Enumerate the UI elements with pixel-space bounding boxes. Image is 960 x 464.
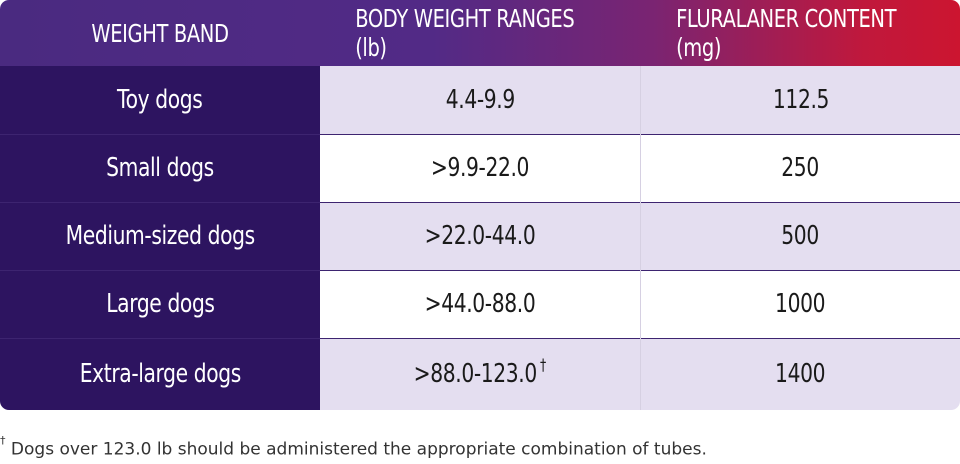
body-weight-range-cell: >88.0-123.0 † [320,338,640,410]
body-weight-range-cell: >44.0-88.0 [320,270,640,338]
header-body-weight-ranges: BODY WEIGHT RANGES (lb) [355,4,575,62]
fluralaner-content-cell: 1000 [641,270,960,338]
column-divider [640,66,641,410]
header-weight-band: WEIGHT BAND [91,18,229,48]
fluralaner-content-value: 250 [781,153,820,183]
weight-band-cell: Toy dogs [0,66,320,134]
header-fluralaner-content: FLURALANER CONTENT (mg) [676,4,897,62]
footnote-text: Dogs over 123.0 lb should be administere… [10,439,707,460]
weight-band-label: Small dogs [106,153,214,183]
weight-band-cell: Extra-large dogs [0,338,320,410]
footnote: † Dogs over 123.0 lb should be administe… [0,434,960,460]
weight-band-cell: Medium-sized dogs [0,202,320,270]
row-divider [0,202,960,203]
body-weight-range-cell: 4.4-9.9 [320,66,640,134]
table-row: Medium-sized dogs >22.0-44.0 500 [0,202,960,270]
table-row: Toy dogs 4.4-9.9 112.5 [0,66,960,134]
fluralaner-content-cell: 250 [641,134,960,202]
fluralaner-content-value: 112.5 [772,85,829,115]
fluralaner-content-cell: 112.5 [641,66,960,134]
dagger-mark: † [540,355,547,374]
fluralaner-content-cell: 500 [641,202,960,270]
body-weight-range-value: >9.9-22.0 [430,153,530,183]
weight-band-cell: Small dogs [0,134,320,202]
body-weight-range-cell: >22.0-44.0 [320,202,640,270]
fluralaner-content-value: 500 [781,221,820,251]
fluralaner-content-value: 1400 [775,359,826,389]
row-divider [0,338,960,339]
table-row: Small dogs >9.9-22.0 250 [0,134,960,202]
weight-band-label: Toy dogs [117,85,203,115]
fluralaner-content-cell: 1400 [641,338,960,410]
table-row: Extra-large dogs >88.0-123.0 † 1400 [0,338,960,410]
body-weight-range-cell: >9.9-22.0 [320,134,640,202]
row-divider [0,270,960,271]
row-divider [0,134,960,135]
footnote-dagger: † [0,434,6,447]
range-text: >88.0-123.0 [413,359,538,389]
weight-band-label: Medium-sized dogs [65,221,255,251]
fluralaner-content-value: 1000 [775,289,826,319]
body-weight-range-value: 4.4-9.9 [445,85,515,115]
table-header: WEIGHT BAND BODY WEIGHT RANGES (lb) FLUR… [0,0,960,66]
body-weight-range-value: >44.0-88.0 [424,289,536,319]
weight-band-label: Extra-large dogs [79,359,241,389]
dosage-table: WEIGHT BAND BODY WEIGHT RANGES (lb) FLUR… [0,0,960,410]
body-weight-range-value: >22.0-44.0 [424,221,536,251]
table-row: Large dogs >44.0-88.0 1000 [0,270,960,338]
body-weight-range-value: >88.0-123.0 † [413,355,547,389]
weight-band-cell: Large dogs [0,270,320,338]
weight-band-label: Large dogs [105,289,215,319]
